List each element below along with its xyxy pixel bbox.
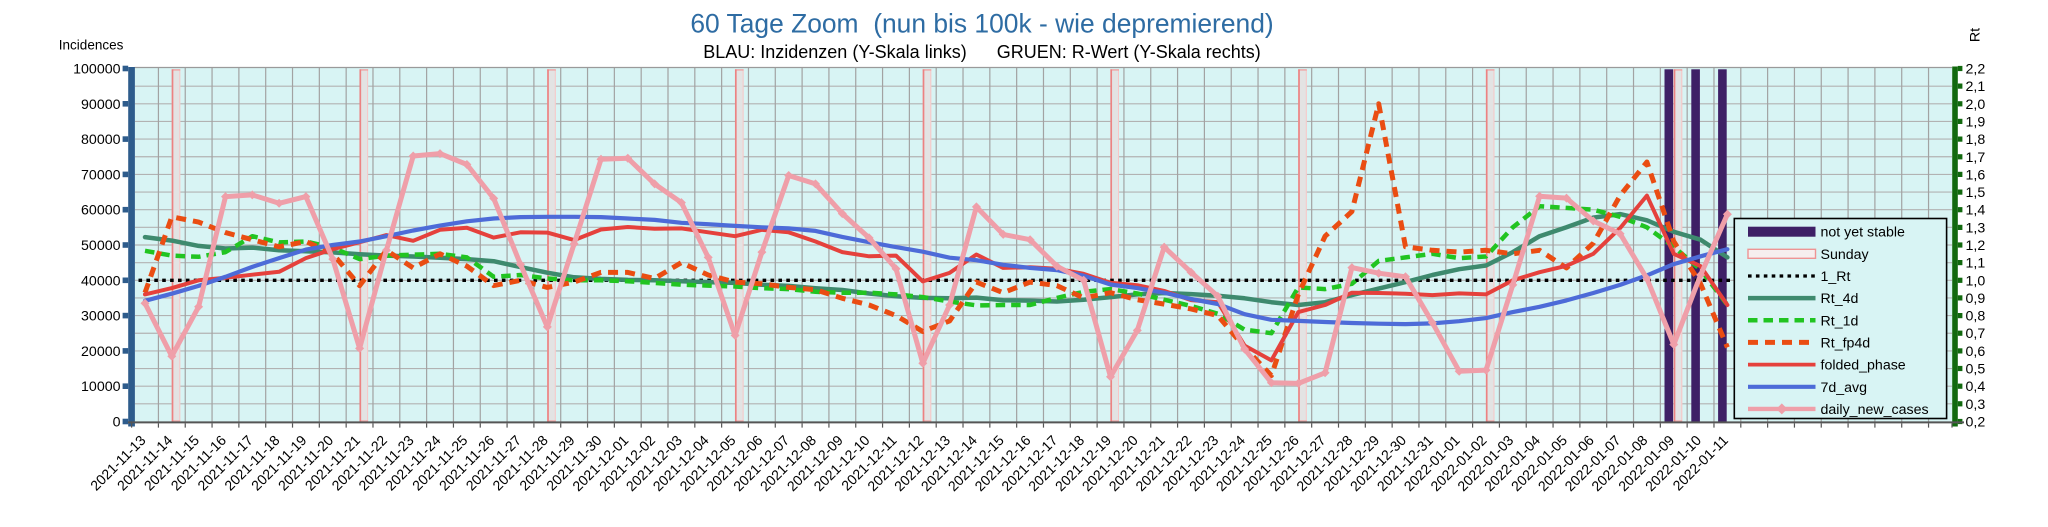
svg-text:1,0: 1,0: [1966, 273, 1986, 289]
svg-text:1,2: 1,2: [1966, 238, 1986, 254]
svg-text:30000: 30000: [81, 309, 121, 325]
svg-text:1,3: 1,3: [1966, 220, 1986, 236]
svg-text:0,6: 0,6: [1966, 344, 1986, 360]
svg-text:1,9: 1,9: [1966, 114, 1986, 130]
svg-text:1,4: 1,4: [1966, 203, 1986, 219]
svg-text:1_Rt: 1_Rt: [1821, 269, 1851, 285]
svg-text:20000: 20000: [81, 344, 121, 360]
svg-text:Incidences: Incidences: [59, 38, 124, 53]
svg-text:Rt_4d: Rt_4d: [1821, 291, 1859, 307]
svg-text:1,7: 1,7: [1966, 150, 1986, 166]
svg-text:60000: 60000: [81, 203, 121, 219]
svg-text:0,7: 0,7: [1966, 326, 1986, 342]
svg-text:Rt_fp4d: Rt_fp4d: [1821, 335, 1871, 351]
svg-text:2,1: 2,1: [1966, 79, 1986, 95]
svg-text:100000: 100000: [73, 62, 120, 78]
svg-text:2,0: 2,0: [1966, 97, 1986, 113]
svg-text:1,1: 1,1: [1966, 256, 1986, 272]
svg-text:Rt_1d: Rt_1d: [1821, 313, 1859, 329]
svg-text:1,8: 1,8: [1966, 132, 1986, 148]
svg-text:Rt: Rt: [1968, 28, 1984, 42]
svg-text:50000: 50000: [81, 238, 121, 254]
svg-text:0,5: 0,5: [1966, 362, 1986, 378]
svg-text:40000: 40000: [81, 273, 121, 289]
svg-text:2,2: 2,2: [1966, 62, 1986, 78]
svg-text:7d_avg: 7d_avg: [1821, 380, 1868, 396]
svg-text:0,9: 0,9: [1966, 291, 1986, 307]
svg-text:BLAU: Inzidenzen (Y-Skala link: BLAU: Inzidenzen (Y-Skala links) GRUEN: …: [703, 42, 1261, 62]
svg-text:daily_new_cases: daily_new_cases: [1821, 402, 1929, 418]
svg-text:10000: 10000: [81, 379, 121, 395]
svg-text:0,3: 0,3: [1966, 397, 1986, 413]
svg-text:not yet stable: not yet stable: [1821, 225, 1906, 241]
svg-text:0,2: 0,2: [1966, 415, 1986, 431]
svg-text:Sunday: Sunday: [1821, 247, 1870, 263]
svg-text:1,5: 1,5: [1966, 185, 1986, 201]
svg-text:70000: 70000: [81, 167, 121, 183]
svg-text:1,6: 1,6: [1966, 167, 1986, 183]
svg-text:0,4: 0,4: [1966, 379, 1986, 395]
svg-text:0,8: 0,8: [1966, 309, 1986, 325]
svg-text:folded_phase: folded_phase: [1821, 358, 1906, 374]
svg-text:90000: 90000: [81, 97, 121, 113]
svg-text:80000: 80000: [81, 132, 121, 148]
svg-text:0: 0: [113, 415, 121, 431]
svg-text:60 Tage Zoom (nun bis 100k -: 60 Tage Zoom (nun bis 100k - wie depremi…: [690, 9, 1273, 39]
